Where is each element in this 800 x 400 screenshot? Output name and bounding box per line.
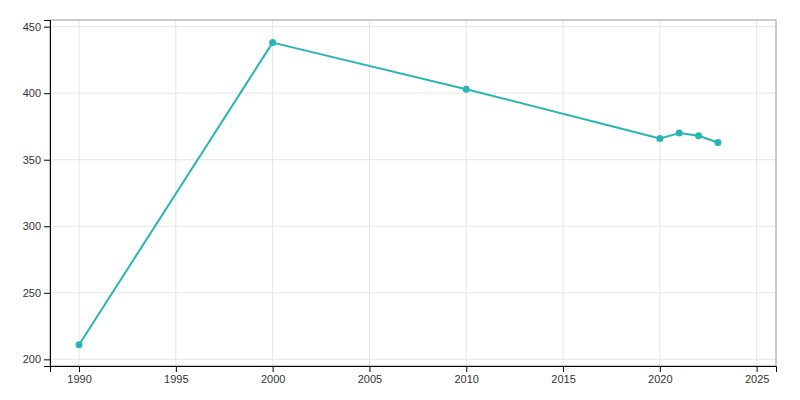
x-tick-mark [466, 366, 467, 372]
x-tick-label: 2010 [454, 373, 478, 385]
x-tick-mark [273, 366, 274, 372]
point [463, 86, 470, 93]
y-tick-mark [44, 226, 50, 227]
y-tick-mark [44, 293, 50, 294]
grid-line-x [756, 20, 757, 366]
y-tick-label: 450 [23, 21, 41, 33]
grid-line-x [369, 20, 370, 366]
x-tick: 2005 [358, 366, 382, 385]
plot: 1990 1995 2000 2005 2010 2015 2020 2025 200 250 30… [23, 20, 777, 385]
y-tick: 350 [23, 154, 50, 166]
y-tick: 400 [23, 87, 50, 99]
x-tick-label: 1995 [164, 373, 188, 385]
y-tick-label: 400 [23, 87, 41, 99]
y-tick-label: 350 [23, 154, 41, 166]
x-tick-label: 1990 [67, 373, 91, 385]
x-tick-mark [369, 366, 370, 372]
y-tick-mark [44, 27, 50, 28]
grid-line-x [272, 20, 273, 366]
x-tick: 2020 [648, 366, 672, 385]
grid-line-x [79, 20, 80, 366]
x-tick: 2025 [745, 366, 769, 385]
grid-line-y [50, 292, 776, 293]
y-tick-mark [44, 160, 50, 161]
grid [50, 20, 776, 366]
grid-line-x [466, 20, 467, 366]
x-tick-label: 2020 [648, 373, 672, 385]
axis-domain [51, 367, 777, 373]
x-tick: 1990 [67, 366, 91, 385]
point [714, 139, 721, 146]
y-tick-label: 250 [23, 287, 41, 299]
point [269, 39, 276, 46]
grid-line-x [659, 20, 660, 366]
y-tick-label: 300 [23, 220, 41, 232]
grid-line-y [50, 159, 776, 160]
grid-line-x [563, 20, 564, 366]
x-tick-label: 2025 [745, 373, 769, 385]
point [695, 132, 702, 139]
plot-frame [50, 20, 776, 366]
y-tick-label: 200 [23, 353, 41, 365]
x-tick-label: 2000 [261, 373, 285, 385]
x-tick: 2010 [454, 366, 478, 385]
chart: 1990 1995 2000 2005 2010 2015 2020 2025 200 250 30… [0, 0, 800, 400]
y-tick: 250 [23, 287, 50, 299]
y-tick: 300 [23, 220, 50, 232]
x-tick-label: 2005 [358, 373, 382, 385]
grid-line-y [50, 359, 776, 360]
grid-line-y [50, 26, 776, 27]
x-tick-mark [79, 366, 80, 372]
point [656, 135, 663, 142]
marks [76, 39, 722, 348]
x-tick-mark [176, 366, 177, 372]
x-tick-mark [563, 366, 564, 372]
x-tick-mark [757, 366, 758, 372]
y-tick-mark [44, 359, 50, 360]
y-tick-mark [44, 93, 50, 94]
line [79, 43, 718, 345]
x-tick-label: 2015 [551, 373, 575, 385]
y-tick: 200 [23, 353, 50, 365]
y-axis: 200 250 300 350 400 450 [23, 21, 51, 367]
y-tick: 450 [23, 21, 50, 33]
point [76, 341, 83, 348]
x-axis: 1990 1995 2000 2005 2010 2015 2020 2025 [51, 366, 777, 385]
point [676, 130, 683, 137]
x-tick: 2015 [551, 366, 575, 385]
x-tick: 1995 [164, 366, 188, 385]
grid-line-y [50, 93, 776, 94]
x-tick-mark [660, 366, 661, 372]
grid-line-y [50, 226, 776, 227]
x-tick: 2000 [261, 366, 285, 385]
axis-domain [44, 21, 51, 367]
